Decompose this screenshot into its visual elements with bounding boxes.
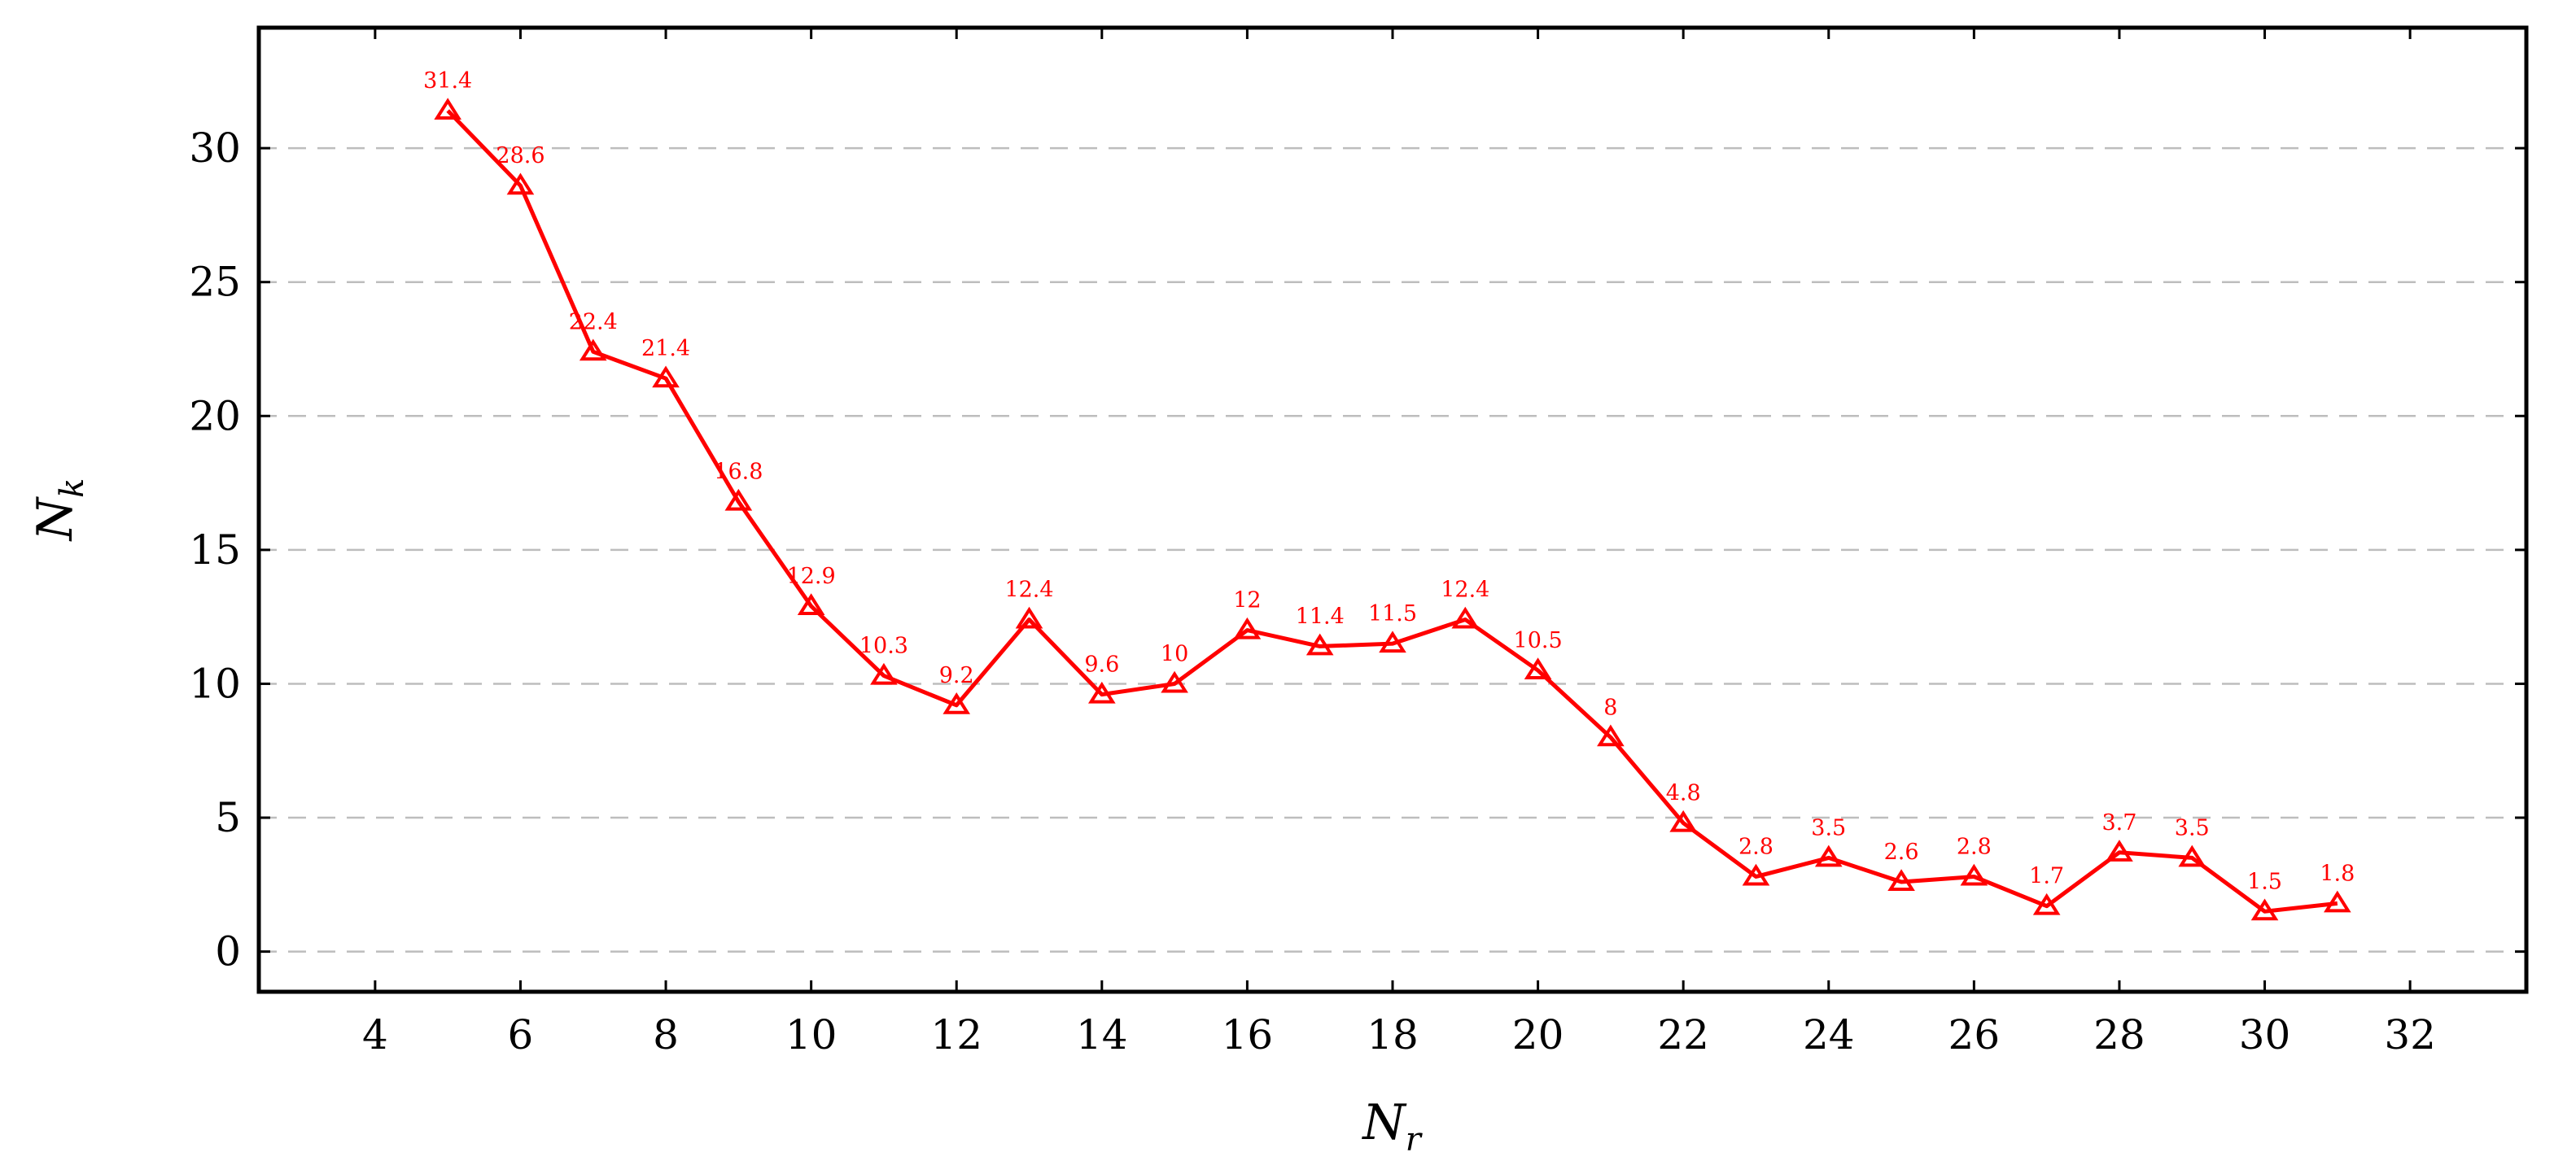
y-tick-label: 0	[215, 928, 241, 975]
data-point-marker	[1887, 869, 1915, 892]
x-tick-label: 28	[2093, 1011, 2145, 1058]
data-label: 11.5	[1368, 601, 1417, 626]
data-point-marker	[1015, 606, 1043, 629]
data-point-marker	[942, 692, 971, 714]
data-point-marker	[2324, 890, 2351, 913]
data-point-marker	[434, 98, 461, 120]
plot-frame	[256, 25, 2529, 994]
data-label: 2.6	[1884, 840, 1919, 865]
data-point-marker	[1597, 724, 1625, 747]
data-label: 16.8	[714, 460, 763, 485]
data-label: 12.4	[1004, 577, 1053, 602]
x-tick-label: 30	[2239, 1011, 2291, 1058]
y-tick-label: 15	[189, 526, 241, 574]
data-label: 8	[1603, 695, 1617, 720]
data-point-marker	[1305, 633, 1334, 656]
x-tick-label: 32	[2384, 1011, 2436, 1058]
y-tick-label: 30	[189, 124, 241, 172]
data-label: 12	[1233, 588, 1261, 613]
x-tick-label: 26	[1948, 1011, 2001, 1058]
data-point-marker	[797, 593, 825, 615]
data-label: 2.8	[1957, 834, 1992, 859]
data-label: 10.5	[1514, 628, 1563, 653]
x-tick-label: 6	[508, 1011, 534, 1058]
data-point-marker	[2032, 893, 2061, 915]
data-label: 11.4	[1296, 604, 1345, 629]
data-point-marker	[1960, 863, 1988, 886]
data-point-marker	[2250, 898, 2279, 921]
data-point-marker	[1742, 863, 1770, 886]
data-label: 3.7	[2101, 810, 2136, 836]
x-tick-label: 18	[1367, 1011, 1419, 1058]
y-tick-label: 5	[215, 794, 241, 841]
data-point-marker	[2178, 844, 2206, 867]
x-tick-label: 24	[1803, 1011, 1855, 1058]
series-line	[446, 109, 2338, 914]
data-label: 1.5	[2247, 869, 2282, 894]
y-tick-label: 20	[189, 392, 241, 439]
data-point-marker	[506, 172, 535, 195]
data-point-marker	[579, 338, 607, 361]
data-point-marker	[2106, 840, 2133, 862]
x-axis-title: Nr	[1361, 1094, 1424, 1159]
data-point-marker	[1451, 606, 1480, 629]
data-point-marker	[1233, 617, 1262, 639]
y-axis-title: Nk	[27, 478, 91, 543]
data-point-marker	[1669, 810, 1697, 832]
data-point-marker	[1524, 657, 1552, 679]
x-tick-label: 16	[1222, 1011, 1274, 1058]
data-point-marker	[1088, 681, 1116, 704]
data-label: 28.6	[496, 143, 545, 168]
x-tick-label: 20	[1512, 1011, 1564, 1058]
data-point-marker	[870, 662, 898, 685]
x-tick-label: 8	[653, 1011, 679, 1058]
data-label: 9.6	[1084, 652, 1119, 678]
data-label: 1.8	[2320, 861, 2355, 886]
data-label: 12.9	[787, 564, 836, 589]
data-label: 31.4	[423, 68, 472, 94]
x-tick-label: 14	[1076, 1011, 1128, 1058]
data-point-marker	[1379, 631, 1406, 653]
data-point-marker	[1814, 844, 1843, 867]
ticks-layer: 0 5 10 15 20 25 30 4 6 8 10 12 14 16 18 20 22 24 26 28 30 32	[189, 28, 2526, 1058]
data-label: 21.4	[641, 336, 690, 361]
data-point-marker	[724, 488, 753, 511]
data-point-marker	[1161, 670, 1188, 693]
data-label: 1.7	[2029, 864, 2064, 889]
grid-lines	[259, 146, 2526, 953]
y-tick-label: 10	[189, 660, 241, 707]
data-label: 12.4	[1441, 577, 1489, 602]
data-label: 2.8	[1738, 834, 1773, 859]
x-tick-label: 22	[1657, 1011, 1709, 1058]
data-label: 3.5	[2175, 815, 2210, 840]
data-point-marker	[652, 365, 680, 388]
data-label: 4.8	[1666, 781, 1701, 806]
data-label: 10.3	[859, 634, 908, 659]
data-label: 10	[1161, 641, 1188, 666]
data-label: 3.5	[1811, 815, 1846, 840]
y-tick-label: 25	[189, 259, 241, 306]
data-label: 9.2	[939, 663, 974, 688]
x-tick-label: 10	[785, 1011, 838, 1058]
data-label: 22.4	[569, 309, 618, 334]
x-tick-label: 4	[362, 1011, 388, 1058]
x-tick-label: 12	[930, 1011, 982, 1058]
series-layer: 31.4 28.6 22.4 21.4 16.8 12.9 10.3 9.2 12.4 9.6 10…	[423, 68, 2355, 921]
